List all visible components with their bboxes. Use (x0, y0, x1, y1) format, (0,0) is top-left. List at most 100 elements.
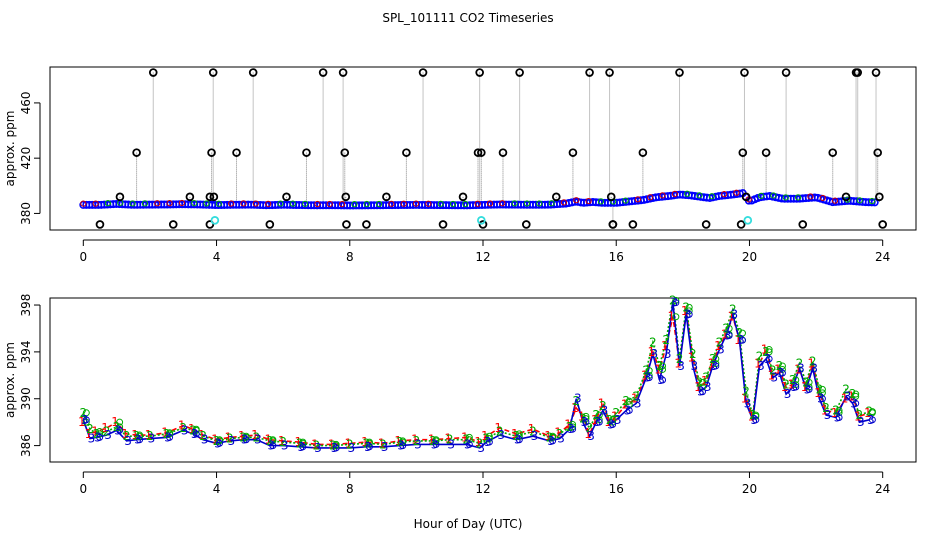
series-point-3: 3 (414, 437, 422, 451)
series-point-3: 3 (547, 434, 555, 448)
figure-title: SPL_101111 CO2 Timeseries (382, 11, 553, 25)
low-point (608, 220, 618, 229)
series-marker-3 (805, 385, 813, 393)
x-tick-label: 16 (609, 482, 624, 496)
baseline-overlay-point (523, 200, 531, 207)
baseline-point (867, 198, 876, 207)
series-marker-2 (712, 355, 720, 363)
baseline-overlay-point (831, 197, 839, 204)
low-point (701, 220, 711, 229)
series-point-1: 1 (591, 413, 599, 427)
series-point-1: 1 (294, 435, 302, 449)
series-marker-2 (216, 437, 224, 445)
low-point (205, 220, 215, 229)
series-point-3: 3 (254, 433, 262, 447)
series-point-1: 1 (641, 368, 649, 382)
spike-point (875, 192, 884, 202)
series-marker-3 (685, 310, 693, 318)
series-point-2: 2 (446, 433, 454, 447)
y-tick-label: 386 (19, 434, 33, 457)
baseline-overlay-point (536, 200, 543, 207)
series-marker-1 (465, 433, 473, 441)
spike-point (828, 148, 838, 157)
series-point-2: 2 (856, 408, 864, 422)
spike-point (841, 192, 851, 202)
baseline-overlay-point (326, 200, 333, 208)
series-marker-1 (595, 416, 603, 424)
baseline-overlay-point (412, 200, 420, 207)
series-point-1: 1 (814, 386, 822, 400)
spike-point (282, 192, 291, 202)
series-marker-2 (625, 397, 633, 405)
series-marker-1 (645, 371, 653, 379)
series-marker-2 (595, 411, 603, 419)
series-point-1: 1 (91, 425, 99, 439)
series-marker-1 (805, 383, 813, 391)
baseline-overlay-point (684, 190, 691, 197)
series-marker-3 (752, 416, 760, 424)
series-point-3: 3 (81, 413, 89, 427)
series-marker-2 (818, 385, 826, 393)
series-marker-1 (792, 381, 800, 389)
spike-point (209, 192, 219, 202)
series-point-3: 3 (464, 437, 472, 451)
baseline-overlay-point (499, 200, 506, 207)
baseline-overlay-point (511, 200, 518, 207)
series-marker-2 (765, 348, 773, 356)
series-point-3: 3 (114, 423, 122, 437)
series-point-1: 1 (674, 357, 682, 371)
series-point-3: 3 (497, 428, 505, 442)
series-point-3: 3 (228, 434, 236, 448)
series-marker-3 (192, 430, 200, 438)
x-tick-label: 20 (742, 482, 757, 496)
baseline-overlay-point (129, 200, 136, 207)
spike-point (340, 148, 350, 157)
baseline-overlay-point (154, 200, 161, 207)
spike-point (232, 148, 241, 157)
series-point-2: 2 (476, 436, 484, 450)
series-point-3: 3 (757, 359, 765, 373)
series-point-3: 3 (587, 429, 595, 443)
spike-point (205, 192, 215, 202)
spike-point (248, 68, 258, 77)
series-point-1: 1 (681, 304, 689, 318)
series-point-2: 2 (413, 434, 421, 448)
series-point-1: 1 (265, 433, 273, 447)
series-point-1: 1 (394, 434, 402, 448)
series-point-1: 1 (311, 437, 319, 451)
spike-point (568, 148, 578, 157)
series-line-1 (82, 310, 870, 446)
series-marker-2 (269, 437, 277, 445)
series-point-2: 2 (86, 422, 94, 436)
series-point-3: 3 (824, 408, 832, 422)
x-tick-label: 24 (875, 250, 890, 264)
baseline-overlay-point (782, 194, 789, 201)
series-point-3: 3 (181, 423, 189, 437)
series-marker-2 (399, 438, 407, 446)
series-point-2: 2 (146, 429, 154, 443)
series-point-3: 3 (697, 385, 705, 399)
series-point-1: 1 (708, 357, 716, 371)
series-marker-3 (485, 438, 493, 446)
series-point-1: 1 (278, 434, 286, 448)
series-point-1: 1 (631, 392, 639, 406)
series-marker-2 (792, 376, 800, 384)
series-marker-2 (725, 324, 733, 332)
series-marker-3 (582, 418, 590, 426)
series-point-3: 3 (268, 439, 276, 453)
series-point-3: 3 (834, 410, 842, 424)
series-point-1: 1 (787, 378, 795, 392)
series-point-1: 1 (668, 310, 676, 324)
series-point-1: 1 (598, 396, 606, 410)
series-marker-3 (432, 440, 440, 448)
baseline-overlay-point (252, 200, 259, 207)
series-point-1: 1 (344, 436, 352, 450)
series-point-1: 1 (378, 436, 386, 450)
series-point-2: 2 (379, 437, 387, 451)
series-point-2: 2 (586, 421, 594, 435)
series-point-3: 3 (281, 439, 289, 453)
low-point (878, 220, 887, 229)
series-point-2: 2 (702, 371, 710, 385)
series-point-1: 1 (801, 380, 809, 394)
